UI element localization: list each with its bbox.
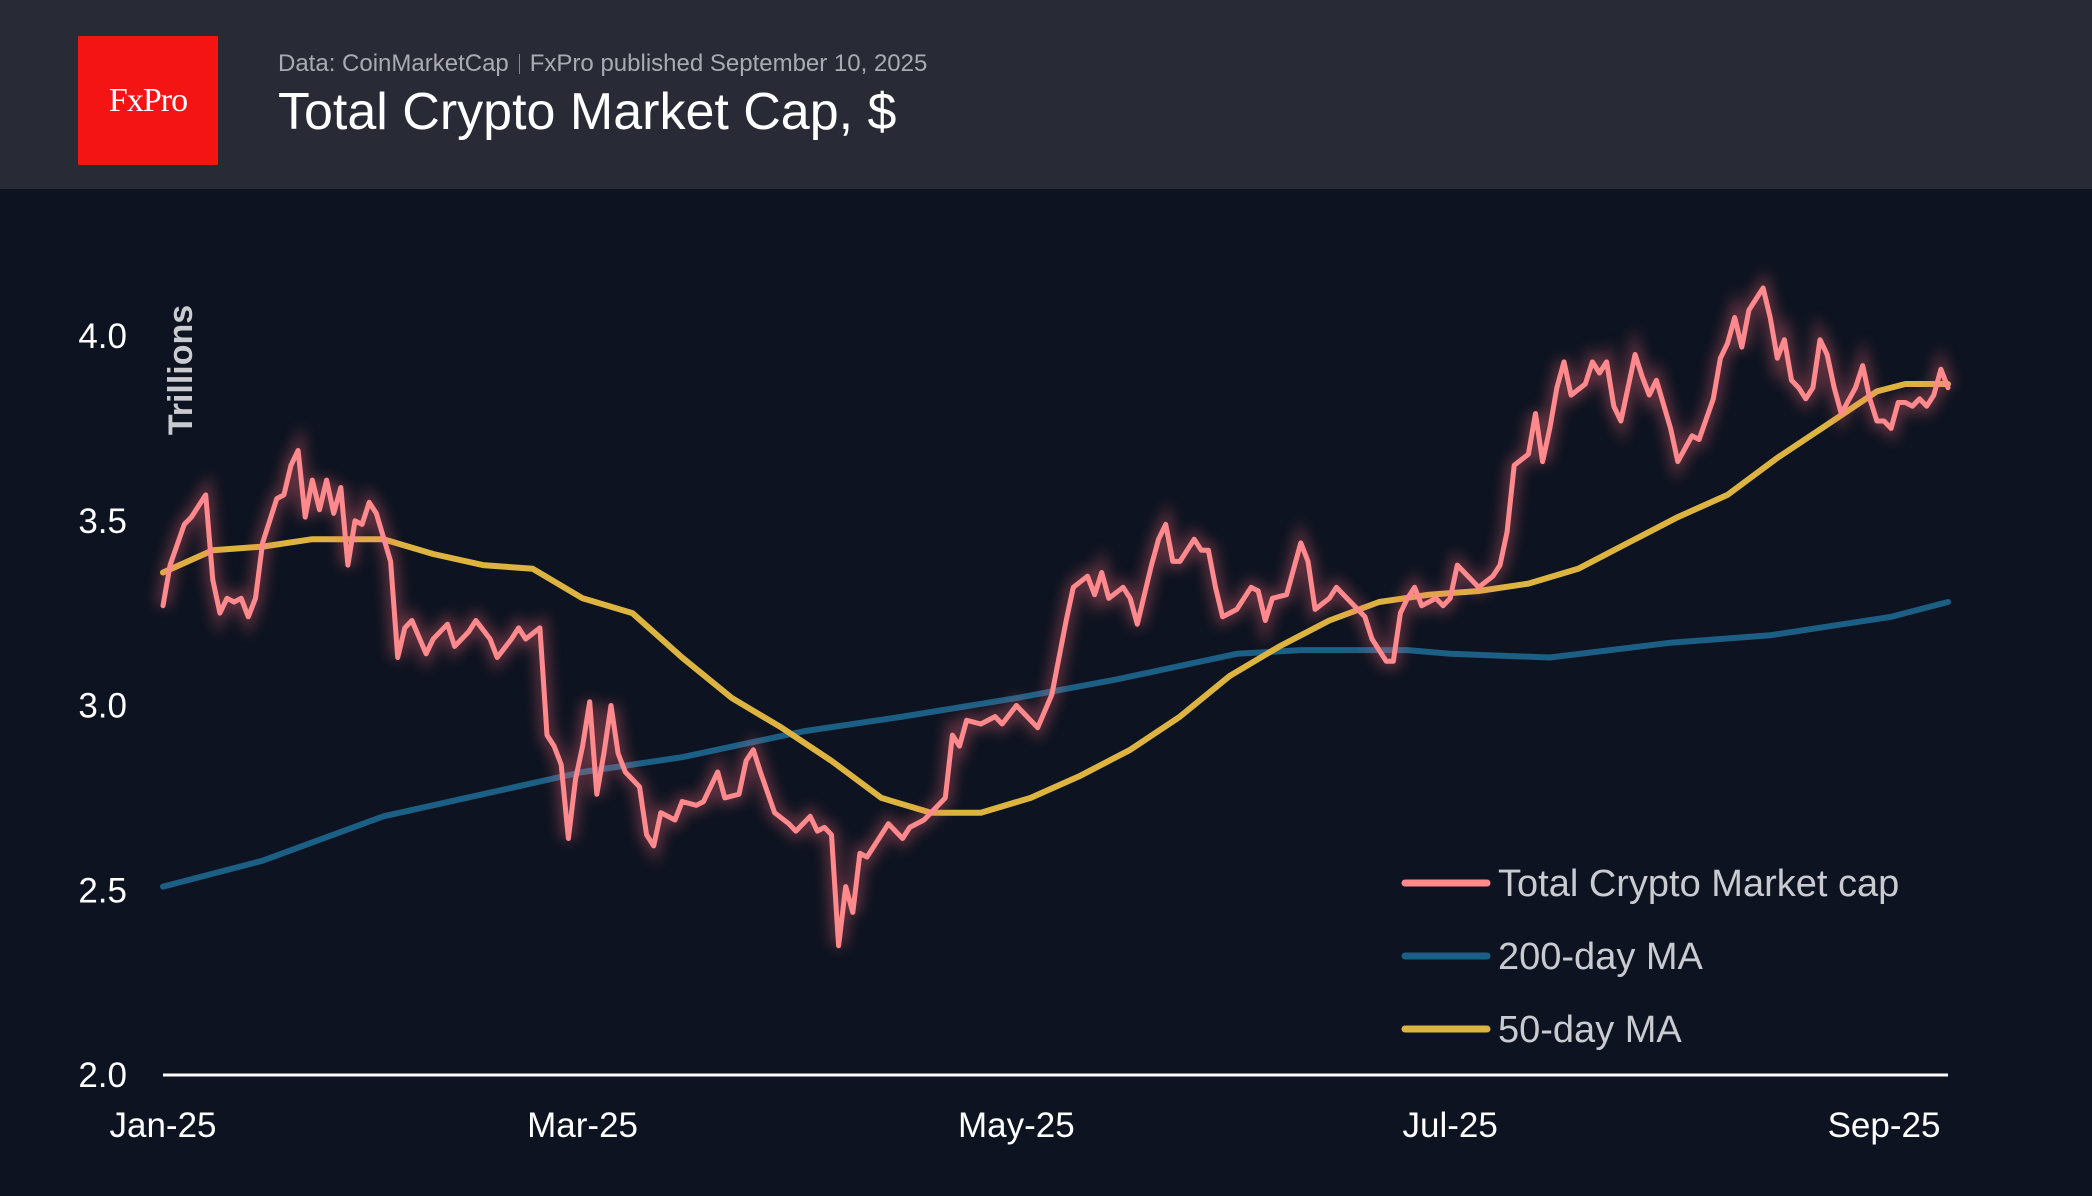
x-tick-label: Jan-25 [109, 1106, 216, 1145]
total-crypto-market-cap-line [160, 285, 1951, 949]
y-tick-label: 3.5 [78, 502, 127, 541]
y-axis-label: Trillions [162, 305, 200, 435]
chart-header: FxPro Data: CoinMarketCap FxPro published… [0, 0, 2092, 189]
200-day-ma-line [160, 599, 1951, 890]
market-cap-line-glow [156, 270, 1955, 947]
y-tick-label: 4.0 [78, 317, 127, 356]
legend-label-200-day-ma: 200-day MA [1498, 936, 1704, 978]
legend-label-50-day-ma: 50-day MA [1498, 1009, 1682, 1051]
chart-subtitle: Data: CoinMarketCap FxPro published Septe… [278, 50, 927, 78]
published-date: FxPro published September 10, 2025 [529, 50, 928, 77]
data-source: Data: CoinMarketCap [278, 50, 509, 77]
separator [518, 54, 520, 74]
x-tick-label: Sep-25 [1828, 1106, 1941, 1145]
chart-title: Total Crypto Market Cap, $ [278, 83, 897, 141]
50-day-ma-line [160, 381, 1951, 816]
y-tick-label: 2.5 [78, 871, 127, 910]
y-tick-label: 2.0 [78, 1056, 127, 1095]
x-tick-label: Mar-25 [527, 1106, 638, 1145]
fxpro-logo: FxPro [78, 36, 218, 165]
y-tick-label: 3.0 [78, 687, 127, 726]
x-tick-label: Jul-25 [1403, 1106, 1498, 1145]
x-tick-label: May-25 [958, 1106, 1075, 1145]
legend-label-total-crypto-market-cap: Total Crypto Market cap [1498, 863, 1899, 905]
